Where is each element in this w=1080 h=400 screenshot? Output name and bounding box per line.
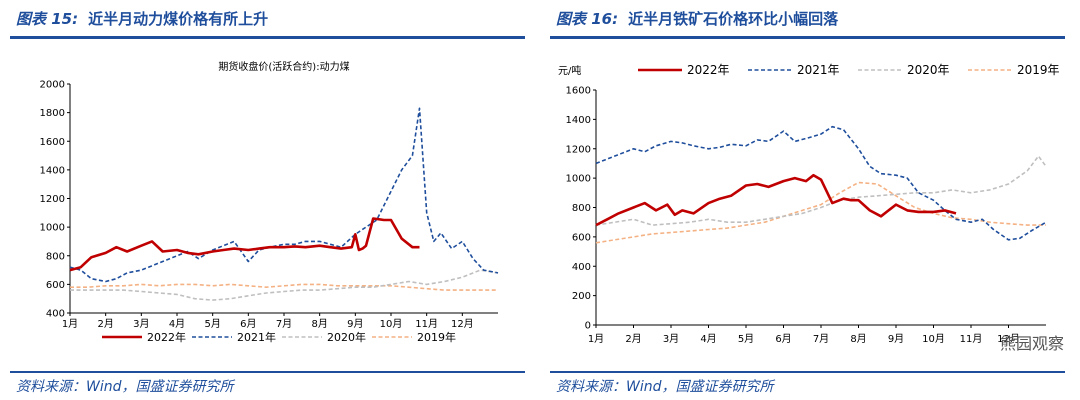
right-series-2021 [595,125,1047,241]
left-legend-label-2019: 2019年 [417,330,456,344]
left-title-rule [10,36,525,39]
left-series-2020 [70,269,499,301]
left-ytick-label: 600 [46,280,65,291]
right-source-rule [550,371,1065,373]
left-ytick-label: 800 [46,251,65,262]
left-ytick-label: 1800 [40,108,65,119]
left-ytick-label: 1600 [40,137,65,148]
left-ytick-label: 2000 [40,80,65,91]
left-xtick-label: 4月 [169,318,185,330]
right-ytick-label: 1200 [566,144,591,155]
left-ytick-label: 400 [46,309,65,320]
right-legend-label-2021: 2021年 [797,63,840,77]
left-figure-label: 图表 15: [16,10,79,28]
left-xtick-label: 3月 [133,318,149,330]
left-xtick-label: 6月 [240,318,256,330]
right-legend-label-2019: 2019年 [1017,63,1060,77]
left-figure-text: 近半月动力煤价格有所上升 [88,10,269,28]
right-chart: 元/吨 0 200 400 600 800 1000 1200 1400 1600 1月 2月 3月 4月… [558,63,1060,345]
left-source-rule [10,371,525,373]
right-xtick-label: 7月 [813,333,829,345]
left-legend-label-2022: 2022年 [147,330,186,344]
right-ylabel: 元/吨 [558,64,581,77]
left-chart: 期货收盘价(活跃合约):动力煤 400 600 800 1000 1200 1400 1600… [40,60,499,344]
right-xtick-label: 10月 [922,333,945,345]
right-ytick-label: 1000 [566,174,591,185]
left-source: 资料来源：Wind，国盛证券研究所 [16,379,234,395]
right-ytick-label: 400 [572,262,591,273]
left-series-2019 [70,283,498,291]
watermark: 熊园观察 [1000,334,1065,353]
right-ytick-label: 1600 [566,86,591,97]
right-ytick-label: 1400 [566,115,591,126]
right-xtick-label: 12月 [997,333,1020,345]
right-xtick-label: 9月 [888,333,904,345]
left-ytick-label: 1200 [40,194,65,205]
left-xtick-label: 12月 [451,318,474,330]
right-source: 资料来源：Wind，国盛证券研究所 [556,379,774,395]
right-ytick-label: 800 [572,203,591,214]
left-xtick-label: 8月 [311,318,327,330]
right-xtick-label: 8月 [850,333,866,345]
right-figure-panel: 图表 16: 近半月铁矿石价格环比小幅回落 元/吨 0 200 400 600 800 100… [550,0,1070,400]
right-xtick-label: 11月 [960,333,983,345]
right-figure-title: 图表 16: 近半月铁矿石价格环比小幅回落 [556,8,838,29]
left-ytick-label: 1400 [40,165,65,176]
right-series-2022 [595,173,957,227]
left-xtick-label: 7月 [276,318,292,330]
right-series-2020 [595,155,1047,226]
right-ytick-label: 600 [572,232,591,243]
right-xtick-label: 6月 [775,333,791,345]
left-series-2022 [69,217,420,272]
left-ytick-label: 1000 [40,223,65,234]
right-title-rule [550,36,1065,39]
left-legend-label-2020: 2020年 [327,330,366,344]
left-xtick-label: 1月 [62,318,78,330]
left-figure-title: 图表 15: 近半月动力煤价格有所上升 [16,8,268,29]
right-xtick-label: 2月 [625,333,641,345]
left-figure-panel: 图表 15: 近半月动力煤价格有所上升 期货收盘价(活跃合约):动力煤 400 600… [10,0,530,400]
right-ytick-label: 0 [585,321,591,332]
right-figure-label: 图表 16: [556,10,619,28]
left-xtick-label: 11月 [415,318,438,330]
right-legend-label-2020: 2020年 [907,63,950,77]
left-xtick-label: 5月 [204,318,220,330]
right-xtick-label: 1月 [588,333,604,345]
right-series-2019 [595,181,1046,244]
left-series-2021 [69,107,499,283]
left-xtick-label: 2月 [97,318,113,330]
right-figure-text: 近半月铁矿石价格环比小幅回落 [628,10,839,28]
left-xtick-label: 10月 [380,318,403,330]
right-xtick-label: 5月 [738,333,754,345]
right-xtick-label: 3月 [663,333,679,345]
right-xtick-label: 4月 [700,333,716,345]
left-xtick-label: 9月 [347,318,363,330]
right-ytick-label: 200 [572,291,591,302]
left-chart-title: 期货收盘价(活跃合约):动力煤 [218,60,349,73]
right-legend-label-2022: 2022年 [687,63,730,77]
left-legend-label-2021: 2021年 [237,330,276,344]
